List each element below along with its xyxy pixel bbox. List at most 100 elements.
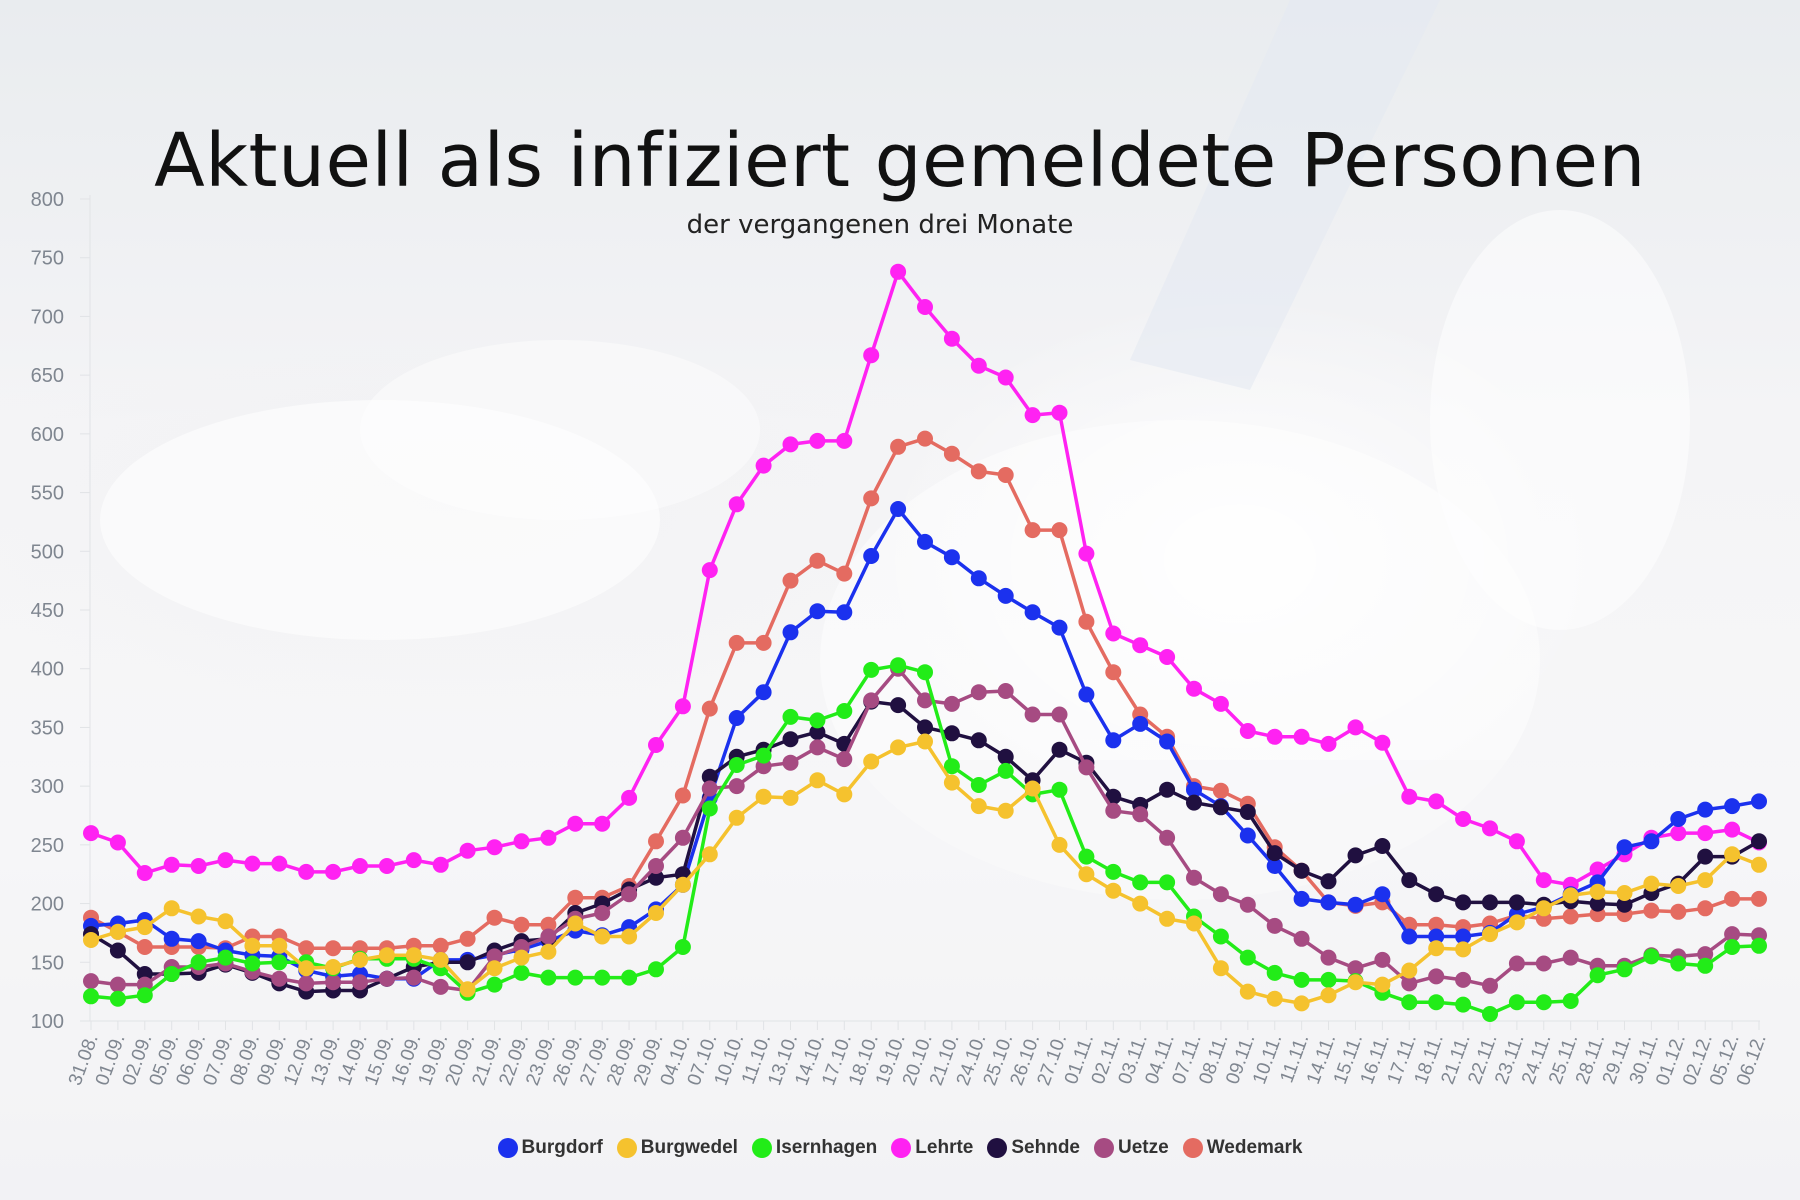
data-point-lehrte[interactable]	[217, 852, 234, 869]
data-point-sehnde[interactable]	[1105, 788, 1122, 805]
data-point-burgwedel[interactable]	[1616, 885, 1633, 901]
data-point-sehnde[interactable]	[648, 869, 664, 886]
data-point-burgwedel[interactable]	[1159, 910, 1176, 927]
data-point-burgdorf[interactable]	[1051, 619, 1068, 636]
data-point-lehrte[interactable]	[378, 858, 395, 874]
data-point-isernhagen[interactable]	[244, 955, 261, 972]
data-point-uetze[interactable]	[1239, 896, 1256, 913]
data-point-isernhagen[interactable]	[890, 657, 907, 674]
data-point-burgwedel[interactable]	[1051, 836, 1068, 853]
data-point-uetze[interactable]	[701, 780, 718, 797]
data-point-burgwedel[interactable]	[1482, 926, 1498, 943]
data-point-lehrte[interactable]	[728, 496, 745, 513]
data-point-lehrte[interactable]	[83, 825, 99, 842]
data-point-isernhagen[interactable]	[701, 800, 718, 817]
data-point-uetze[interactable]	[943, 695, 960, 712]
data-point-sehnde[interactable]	[1266, 845, 1283, 862]
data-point-sehnde[interactable]	[782, 731, 799, 748]
data-point-lehrte[interactable]	[1105, 625, 1122, 642]
data-point-isernhagen[interactable]	[755, 747, 772, 764]
data-point-isernhagen[interactable]	[836, 703, 853, 719]
data-point-wedemark[interactable]	[1724, 890, 1741, 907]
data-point-burgwedel[interactable]	[163, 900, 180, 917]
data-point-lehrte[interactable]	[432, 856, 449, 873]
data-point-uetze[interactable]	[970, 684, 987, 701]
data-point-burgwedel[interactable]	[1212, 960, 1229, 977]
data-point-burgwedel[interactable]	[836, 786, 853, 803]
data-point-isernhagen[interactable]	[1401, 994, 1418, 1011]
data-point-lehrte[interactable]	[1589, 861, 1606, 878]
data-point-isernhagen[interactable]	[943, 758, 960, 775]
data-point-burgdorf[interactable]	[1374, 886, 1391, 903]
data-point-wedemark[interactable]	[1024, 522, 1041, 539]
data-point-lehrte[interactable]	[1078, 545, 1095, 562]
legend-item-burgwedel[interactable]: Burgwedel	[616, 1137, 738, 1159]
data-point-burgwedel[interactable]	[890, 739, 907, 756]
data-point-burgdorf[interactable]	[970, 570, 987, 587]
data-point-burgwedel[interactable]	[594, 928, 611, 945]
data-point-wedemark[interactable]	[836, 565, 853, 582]
data-point-burgdorf[interactable]	[1428, 928, 1445, 945]
data-point-lehrte[interactable]	[136, 865, 153, 881]
data-point-sehnde[interactable]	[1508, 894, 1525, 911]
data-point-burgwedel[interactable]	[405, 947, 422, 964]
data-point-uetze[interactable]	[621, 886, 638, 903]
data-point-burgdorf[interactable]	[728, 710, 745, 726]
data-point-burgdorf[interactable]	[917, 533, 933, 550]
data-point-lehrte[interactable]	[836, 432, 853, 449]
data-point-isernhagen[interactable]	[1724, 939, 1741, 955]
data-point-burgwedel[interactable]	[1562, 887, 1579, 904]
data-point-lehrte[interactable]	[1212, 695, 1229, 712]
data-point-sehnde[interactable]	[109, 942, 126, 959]
data-point-isernhagen[interactable]	[621, 969, 638, 986]
data-point-lehrte[interactable]	[970, 357, 987, 374]
data-point-burgwedel[interactable]	[217, 913, 234, 930]
data-point-sehnde[interactable]	[1401, 872, 1418, 889]
data-point-burgwedel[interactable]	[1186, 915, 1202, 932]
data-point-burgdorf[interactable]	[863, 548, 880, 564]
data-point-isernhagen[interactable]	[217, 949, 234, 966]
data-point-burgwedel[interactable]	[1670, 878, 1687, 894]
data-point-lehrte[interactable]	[1535, 872, 1552, 889]
data-point-burgwedel[interactable]	[136, 919, 153, 936]
data-point-wedemark[interactable]	[298, 940, 315, 957]
data-point-uetze[interactable]	[836, 751, 853, 768]
data-point-burgdorf[interactable]	[1455, 928, 1472, 945]
data-point-isernhagen[interactable]	[728, 757, 745, 773]
data-point-isernhagen[interactable]	[1051, 781, 1068, 798]
data-point-burgdorf[interactable]	[1347, 896, 1364, 913]
data-point-wedemark[interactable]	[1643, 902, 1660, 919]
data-point-sehnde[interactable]	[1051, 741, 1068, 758]
data-point-wedemark[interactable]	[540, 916, 557, 933]
data-point-burgdorf[interactable]	[836, 604, 853, 621]
data-point-wedemark[interactable]	[997, 467, 1014, 483]
data-point-burgwedel[interactable]	[1697, 872, 1714, 889]
data-point-wedemark[interactable]	[674, 787, 691, 804]
legend-item-sehnde[interactable]: Sehnde	[987, 1137, 1080, 1159]
data-point-burgwedel[interactable]	[567, 915, 584, 932]
data-point-isernhagen[interactable]	[1697, 957, 1714, 974]
data-point-burgdorf[interactable]	[1320, 894, 1337, 911]
data-point-burgwedel[interactable]	[1535, 900, 1552, 917]
data-point-lehrte[interactable]	[513, 833, 530, 850]
data-point-burgdorf[interactable]	[943, 549, 960, 566]
data-point-lehrte[interactable]	[1266, 728, 1283, 745]
data-point-uetze[interactable]	[809, 739, 826, 756]
data-point-wedemark[interactable]	[1212, 782, 1229, 799]
data-point-wedemark[interactable]	[728, 634, 745, 651]
data-point-uetze[interactable]	[432, 978, 449, 995]
data-point-lehrte[interactable]	[1051, 404, 1068, 421]
data-point-isernhagen[interactable]	[1212, 928, 1229, 945]
data-point-isernhagen[interactable]	[486, 976, 503, 993]
data-point-lehrte[interactable]	[594, 815, 611, 832]
data-point-wedemark[interactable]	[486, 909, 503, 926]
data-point-isernhagen[interactable]	[1482, 1006, 1498, 1022]
data-point-lehrte[interactable]	[325, 863, 342, 880]
data-point-wedemark[interactable]	[325, 940, 342, 957]
data-point-uetze[interactable]	[1697, 946, 1714, 963]
data-point-lehrte[interactable]	[1428, 793, 1445, 810]
data-point-sehnde[interactable]	[1751, 833, 1767, 850]
data-point-uetze[interactable]	[1347, 960, 1364, 977]
data-point-lehrte[interactable]	[648, 737, 664, 753]
data-point-sehnde[interactable]	[1455, 894, 1472, 911]
